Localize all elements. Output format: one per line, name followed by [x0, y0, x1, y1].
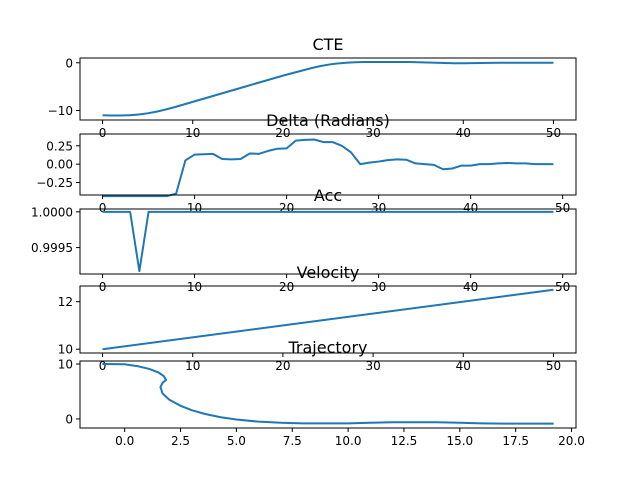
subplot-trajectory: 0.0 2.5 5.0 7.5 10.0 12.5 15.0 17.5 20.0 0 10 Traje… — [58, 338, 585, 448]
delta-y-tick-label: 0.00 — [46, 158, 73, 172]
trajectory-title: Trajectory — [288, 338, 368, 357]
velocity-title: Velocity — [297, 263, 360, 282]
cte-x-tick-label: 40 — [456, 126, 471, 140]
subplot-velocity: 0 10 20 30 40 50 10 12 Velocity — [58, 263, 577, 373]
trajectory-y-tick-label: 10 — [58, 358, 73, 372]
delta-x-tick-label: 10 — [187, 201, 202, 215]
trajectory-x-tick-label: 20.0 — [558, 434, 585, 448]
velocity-series-line — [102, 288, 554, 351]
acc-axes-frame — [79, 208, 577, 275]
cte-title: CTE — [312, 35, 343, 54]
subplot-cte: 0 10 20 30 40 50 −10 0 CTE — [48, 35, 577, 140]
delta-y-tick-label: 0.25 — [46, 139, 73, 153]
velocity-axes-frame — [79, 285, 577, 354]
velocity-y-tick-label: 12 — [58, 295, 73, 309]
velocity-x-tick-label: 0 — [99, 359, 107, 373]
trajectory-x-tick-label: 5.0 — [227, 434, 246, 448]
cte-x-tick-label: 10 — [185, 126, 200, 140]
acc-x-tick-label: 40 — [463, 280, 478, 294]
trajectory-y-tick-label: 0 — [65, 412, 73, 426]
trajectory-x-tick-label: 10.0 — [335, 434, 362, 448]
subplot-delta: 0 10 20 30 40 50 −0.25 0.00 0.25 Delta (Radians) — [36, 111, 577, 215]
velocity-x-tick-label: 10 — [185, 359, 200, 373]
cte-y-tick-label: −10 — [48, 104, 73, 118]
trajectory-x-tick-label: 12.5 — [391, 434, 418, 448]
delta-x-tick-label: 20 — [279, 201, 294, 215]
acc-x-tick-label: 30 — [371, 280, 386, 294]
delta-x-tick-label: 50 — [555, 201, 570, 215]
cte-x-tick-label: 20 — [275, 126, 290, 140]
subplot-acc: 0 10 20 30 40 50 0.9995 1.0000 Acc — [31, 186, 577, 294]
trajectory-x-tick-label: 15.0 — [446, 434, 473, 448]
acc-x-tick-label: 0 — [99, 280, 107, 294]
cte-x-tick-label: 30 — [365, 126, 380, 140]
cte-x-tick-label: 50 — [546, 126, 561, 140]
acc-x-tick-label: 20 — [279, 280, 294, 294]
cte-series-line — [102, 61, 554, 117]
velocity-x-tick-label: 50 — [546, 359, 561, 373]
cte-y-tick-label: 0 — [65, 56, 73, 70]
velocity-x-tick-label: 30 — [365, 359, 380, 373]
trajectory-x-tick-label: 0.0 — [115, 434, 134, 448]
delta-x-tick-label: 40 — [463, 201, 478, 215]
acc-x-tick-label: 10 — [187, 280, 202, 294]
velocity-x-tick-label: 20 — [275, 359, 290, 373]
velocity-x-tick-label: 40 — [456, 359, 471, 373]
velocity-y-tick-label: 10 — [58, 343, 73, 357]
acc-series-line — [102, 210, 554, 273]
trajectory-axes-frame — [79, 360, 577, 429]
acc-y-tick-label: 0.9995 — [31, 241, 73, 255]
delta-y-tick-label: −0.25 — [36, 176, 73, 190]
trajectory-series-line — [102, 363, 554, 425]
acc-x-tick-label: 50 — [555, 280, 570, 294]
cte-axes-frame — [79, 57, 577, 121]
acc-y-tick-label: 1.0000 — [31, 205, 73, 219]
delta-x-tick-label: 0 — [99, 201, 107, 215]
trajectory-x-tick-label: 17.5 — [502, 434, 529, 448]
trajectory-x-tick-label: 7.5 — [283, 434, 302, 448]
delta-title: Delta (Radians) — [266, 111, 390, 130]
cte-x-tick-label: 0 — [99, 126, 107, 140]
delta-series-line — [102, 138, 554, 198]
delta-x-tick-label: 30 — [371, 201, 386, 215]
trajectory-x-tick-label: 2.5 — [171, 434, 190, 448]
acc-title: Acc — [314, 186, 342, 205]
